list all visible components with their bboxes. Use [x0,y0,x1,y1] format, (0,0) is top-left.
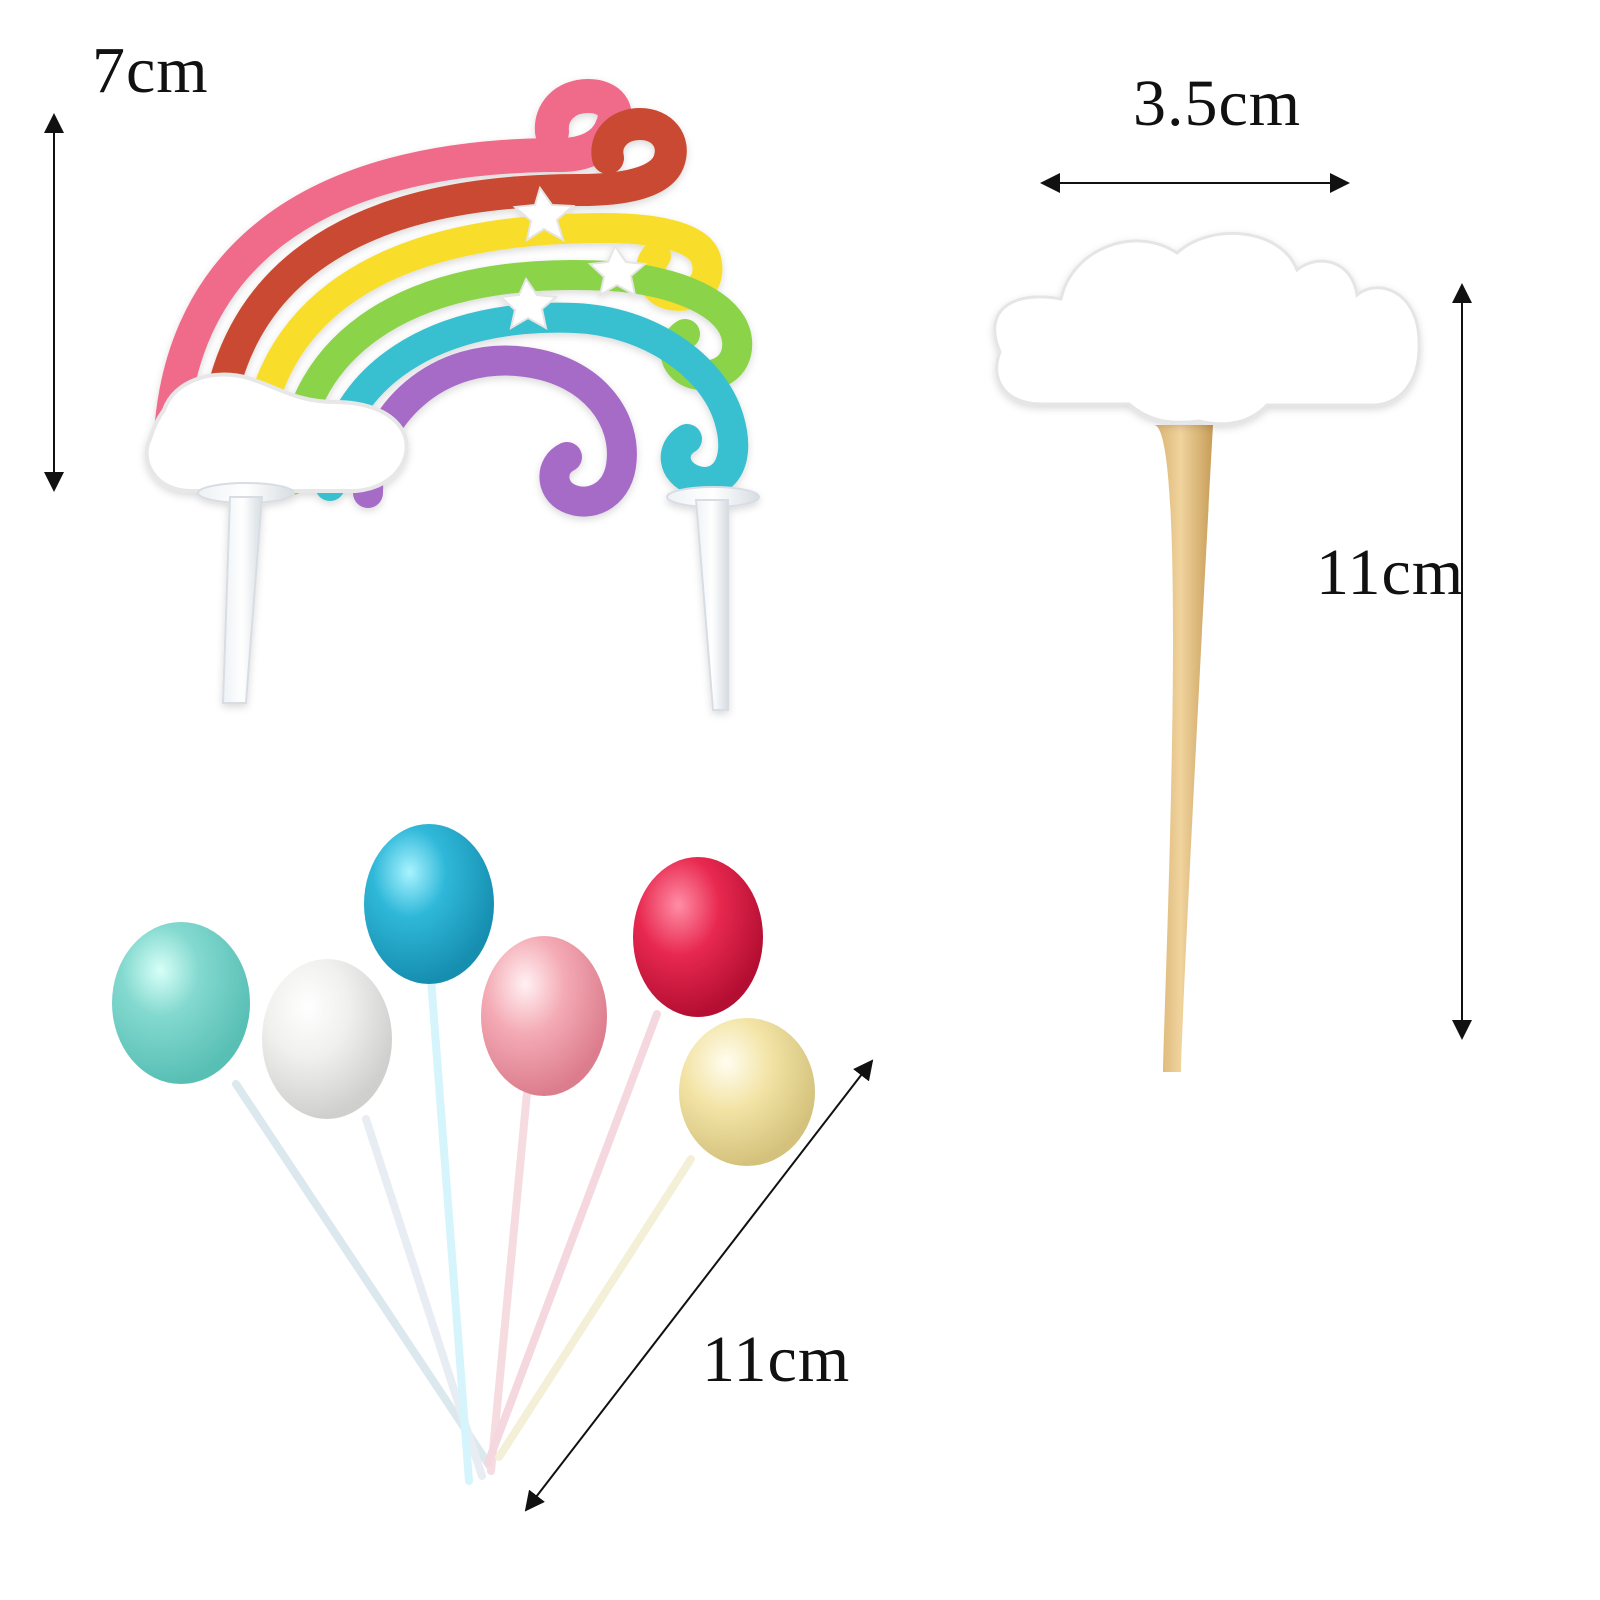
balloon-stick-blue [427,975,473,1485]
balloon-mint [112,922,250,1084]
balloon-length-arrow [524,1059,874,1512]
balloon-red [633,857,763,1017]
cloud-cake-topper-icon [993,232,1421,1072]
star-icon [498,276,559,331]
rainbow-cake-topper-icon [144,78,760,711]
cloud-card [993,232,1421,426]
rainbow-cloud [144,372,409,493]
balloon-stick-yellow [495,1155,695,1461]
rainbow-pin-left [221,496,264,704]
cloud-width-label: 3.5cm [1133,67,1302,140]
cloud-height-label: 11cm [1316,536,1465,609]
rainbow-height-label: 7cm [92,34,209,107]
balloon-yellow [679,1018,815,1166]
star-icon [512,185,576,243]
balloon-blue [364,824,494,984]
balloon-length-label: 11cm [702,1323,851,1396]
balloon-white [262,959,392,1119]
rainbow-band-purple [353,345,637,517]
balloon-pink [481,936,607,1096]
rainbow-band-pink [153,78,632,479]
rainbow-band-blue [315,302,749,501]
rainbow-pin-right [694,499,729,711]
balloon-stick-mint [232,1080,495,1472]
cloud-stick [1154,425,1213,1072]
star-icon [587,243,648,298]
balloon-stick-pink [487,1089,531,1475]
rainbow-band-red [198,107,687,486]
balloon-cake-toppers-icon [112,824,815,1485]
balloon-stick-red [484,1010,661,1467]
